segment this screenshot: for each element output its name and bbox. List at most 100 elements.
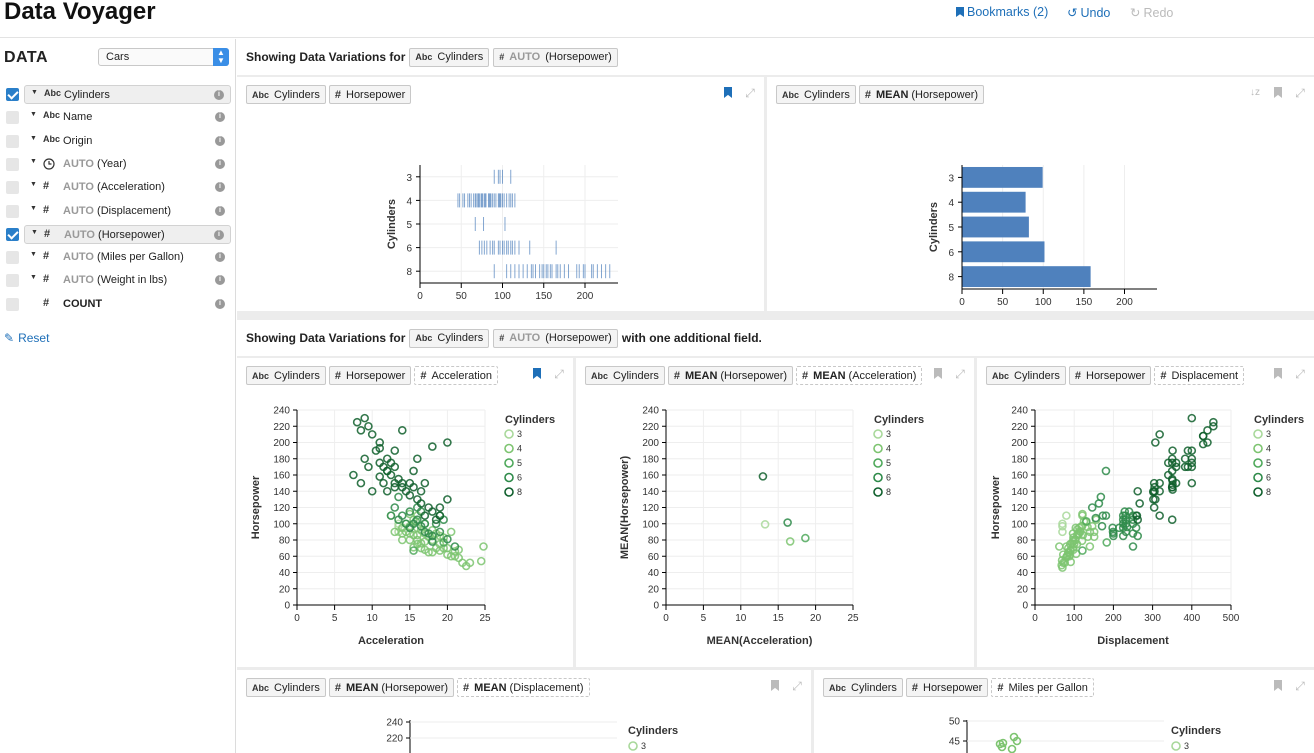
caret-down-icon[interactable]: ▼: [30, 204, 37, 212]
field-checkbox[interactable]: [6, 157, 19, 171]
data-point: [1132, 511, 1142, 520]
card-tools: ⤢: [1272, 368, 1306, 380]
encoding-tag[interactable]: Abc Cylinders: [776, 85, 856, 104]
info-icon[interactable]: i: [215, 298, 225, 309]
expand-icon[interactable]: ⤢: [745, 86, 755, 100]
data-point: [1155, 478, 1164, 488]
field-pill[interactable]: ▼ # AUTO (Miles per Gallon) i: [24, 248, 231, 267]
data-point: [428, 547, 437, 557]
undo-label: Undo: [1080, 5, 1111, 20]
encoding-tag[interactable]: # Horsepower: [328, 366, 412, 385]
info-icon[interactable]: i: [215, 252, 225, 263]
sort-icon[interactable]: ↓z: [1250, 87, 1260, 98]
undo-button[interactable]: ↺ Undo: [1067, 5, 1111, 21]
caret-down-icon[interactable]: ▼: [31, 228, 38, 236]
encoding-tag[interactable]: # Miles per Gallon: [991, 678, 1094, 697]
field-pill[interactable]: # COUNT i: [24, 295, 231, 314]
dataset-select[interactable]: Cars ▲ ▼: [98, 48, 229, 66]
caret-down-icon[interactable]: ▼: [30, 181, 37, 189]
quantitative-type-icon: #: [997, 681, 1004, 694]
field-checkbox[interactable]: [6, 181, 19, 195]
info-icon[interactable]: i: [214, 229, 224, 240]
info-icon[interactable]: i: [215, 275, 225, 286]
data-point: [450, 542, 460, 551]
encoding-tag[interactable]: # MEAN (Horsepower): [667, 366, 794, 385]
encoding-tag[interactable]: Abc Cylinders: [823, 678, 903, 697]
expand-icon[interactable]: ⤢: [955, 367, 965, 381]
field-checkbox[interactable]: [6, 297, 19, 311]
section-tag-cylinders[interactable]: Abc Cylinders: [409, 328, 490, 348]
field-pill[interactable]: ▼ Abc Origin i: [24, 132, 231, 151]
info-icon[interactable]: i: [215, 158, 225, 169]
field-checkbox[interactable]: [6, 204, 19, 218]
encoding-tag[interactable]: Abc Cylinders: [246, 85, 326, 104]
expand-icon[interactable]: ⤢: [554, 367, 564, 381]
field-pill[interactable]: ▼ # AUTO (Acceleration) i: [24, 178, 231, 197]
field-pill[interactable]: ▼ # AUTO (Displacement) i: [24, 202, 231, 221]
field-checkbox[interactable]: [6, 111, 19, 125]
field-pill[interactable]: ▼ # AUTO (Horsepower) i: [24, 224, 231, 244]
redo-button[interactable]: ↻ Redo: [1130, 5, 1173, 21]
field-checkbox[interactable]: [6, 88, 19, 101]
expand-icon[interactable]: ⤢: [1295, 367, 1305, 381]
caret-down-icon[interactable]: ▼: [31, 89, 38, 96]
app-title: Data Voyager: [4, 0, 156, 25]
encoding-tag[interactable]: # MEAN (Displacement): [457, 678, 590, 697]
data-point: [409, 466, 418, 476]
encoding-tag[interactable]: # MEAN (Horsepower): [328, 678, 455, 697]
data-point: [998, 738, 1008, 748]
data-point: [416, 486, 426, 496]
encoding-tag[interactable]: # Horsepower: [328, 85, 412, 104]
data-point: [386, 470, 396, 480]
info-icon[interactable]: i: [215, 135, 225, 146]
caret-down-icon[interactable]: ▼: [30, 157, 37, 165]
y-axis-title: Horsepower: [250, 475, 262, 539]
caret-down-icon[interactable]: ▼: [30, 251, 37, 259]
caret-down-icon[interactable]: ▼: [30, 134, 37, 142]
encoding-tag[interactable]: Abc Cylinders: [585, 366, 665, 385]
data-point: [801, 533, 810, 543]
legend-label: 6: [517, 473, 522, 483]
field-checkbox[interactable]: [6, 134, 19, 148]
bookmarks-button[interactable]: Bookmarks (2): [956, 5, 1048, 19]
tag-agg: MEAN: [813, 369, 846, 382]
encoding-tag[interactable]: Abc Cylinders: [246, 366, 326, 385]
encoding-tag[interactable]: Abc Cylinders: [246, 678, 326, 697]
encoding-tag[interactable]: # Acceleration: [414, 366, 498, 385]
field-checkbox[interactable]: [6, 274, 19, 288]
data-point: [375, 443, 385, 453]
field-checkbox[interactable]: [6, 251, 19, 265]
y-tick-label: 3: [406, 173, 412, 184]
info-icon[interactable]: i: [214, 90, 224, 100]
field-name: AUTO (Acceleration): [63, 181, 165, 193]
encoding-tag[interactable]: # Horsepower: [905, 678, 989, 697]
field-pill[interactable]: ▼ Abc Name i: [24, 108, 231, 127]
encoding-tag[interactable]: # MEAN (Acceleration): [796, 366, 923, 385]
data-point: [386, 511, 396, 520]
section-tag-horsepower[interactable]: # AUTO (Horsepower): [493, 328, 618, 348]
y-tick-label: 6: [948, 248, 954, 259]
encoding-tag[interactable]: Abc Cylinders: [986, 366, 1066, 385]
field-pill[interactable]: ▼ AUTO (Year) i: [24, 155, 231, 174]
info-icon[interactable]: i: [215, 112, 225, 123]
reset-button[interactable]: ✎ Reset: [4, 331, 49, 345]
field-pill[interactable]: ▼ Abc Cylinders i: [24, 85, 231, 104]
data-point: [390, 446, 400, 455]
section-tag-horsepower[interactable]: # AUTO (Horsepower): [493, 47, 618, 67]
section-tag-cylinders[interactable]: Abc Cylinders: [409, 47, 490, 67]
x-tick-label: 0: [417, 291, 423, 302]
encoding-tag[interactable]: # MEAN (Horsepower): [858, 85, 985, 104]
caret-down-icon[interactable]: ▼: [30, 111, 37, 119]
encoding-tag[interactable]: # Horsepower: [1068, 366, 1152, 385]
info-icon[interactable]: i: [215, 205, 225, 216]
expand-icon[interactable]: ⤢: [1295, 86, 1305, 100]
field-checkbox[interactable]: [6, 227, 19, 241]
encoding-tag[interactable]: # Displacement: [1154, 366, 1245, 385]
info-icon[interactable]: i: [215, 182, 225, 193]
field-pill[interactable]: ▼ # AUTO (Weight in lbs) i: [24, 271, 231, 290]
quantitative-type-icon: #: [802, 369, 809, 382]
expand-icon[interactable]: ⤢: [1295, 679, 1305, 693]
expand-icon[interactable]: ⤢: [792, 679, 802, 693]
caret-down-icon[interactable]: ▼: [30, 274, 37, 282]
y-tick-label: 200: [1011, 438, 1028, 449]
